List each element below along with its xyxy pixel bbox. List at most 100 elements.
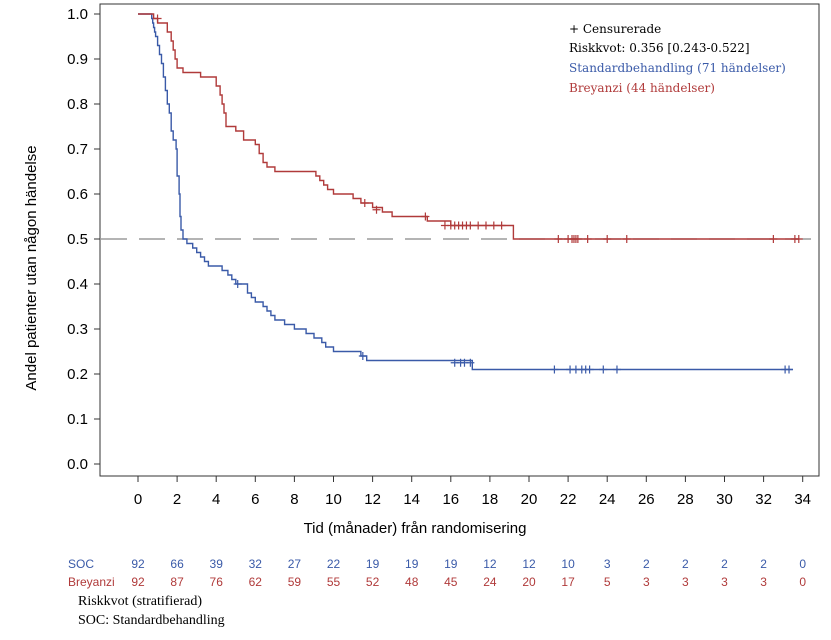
soc-censor-mark: [358, 352, 367, 360]
breyanzi-censor-mark: [554, 235, 563, 243]
risk-soc-count: 0: [799, 557, 806, 571]
x-tick-label: 2: [173, 491, 181, 508]
risk-breyanzi-count: 45: [444, 575, 458, 589]
risk-soc-count: 12: [483, 557, 497, 571]
risk-breyanzi-count: 87: [170, 575, 184, 589]
risk-breyanzi-count: 17: [561, 575, 575, 589]
plot-frame: [99, 3, 820, 477]
breyanzi-curve: [138, 13, 799, 240]
legend-soc: Standardbehandling (71 händelser): [569, 61, 786, 75]
y-axis-label: Andel patienter utan någon händelse: [23, 145, 40, 390]
risk-soc-count: 19: [444, 557, 458, 571]
x-tick-label: 24: [599, 491, 616, 508]
risk-soc-count: 27: [288, 557, 302, 571]
risk-breyanzi-count: 76: [210, 575, 224, 589]
risk-label-soc: SOC: [68, 557, 94, 571]
risk-soc-count: 66: [170, 557, 184, 571]
footnote-soc: SOC: Standardbehandling: [78, 613, 225, 628]
risk-breyanzi-count: 3: [643, 575, 650, 589]
soc-censor-mark: [466, 358, 475, 367]
risk-breyanzi-count: 5: [604, 575, 611, 589]
x-tick-label: 26: [638, 491, 655, 508]
y-tick-label: 0.2: [67, 366, 88, 383]
risk-soc-count: 10: [561, 557, 575, 571]
risk-breyanzi-count: 48: [405, 575, 419, 589]
x-tick-label: 28: [677, 491, 694, 508]
breyanzi-censor-mark: [794, 235, 803, 243]
y-tick-label: 0.5: [67, 231, 88, 248]
legend-censored: + Censurerade: [569, 22, 661, 36]
risk-soc-count: 22: [327, 557, 341, 571]
x-tick-label: 18: [482, 491, 499, 508]
risk-breyanzi-count: 20: [522, 575, 536, 589]
risk-breyanzi-count: 59: [288, 575, 302, 589]
y-tick-label: 0.0: [67, 456, 88, 473]
risk-label-breyanzi: Breyanzi: [68, 575, 115, 589]
breyanzi-censor-mark: [153, 14, 162, 23]
breyanzi-censor-mark: [583, 235, 592, 243]
breyanzi-censor-mark: [603, 235, 612, 243]
risk-soc-count: 19: [366, 557, 380, 571]
x-axis-label: Tid (månader) från randomisering: [304, 520, 527, 537]
soc-censor-mark: [585, 365, 594, 374]
survival-curves: [138, 13, 803, 374]
breyanzi-censor-mark: [474, 221, 483, 230]
risk-breyanzi-count: 92: [131, 575, 145, 589]
legend: + Censurerade Riskkvot: 0.356 [0.243-0.5…: [569, 22, 786, 95]
y-tick-label: 0.6: [67, 186, 88, 203]
breyanzi-censor-mark: [497, 221, 506, 230]
risk-soc-count: 92: [131, 557, 145, 571]
risk-breyanzi-count: 3: [682, 575, 689, 589]
breyanzi-censor-mark: [489, 221, 498, 230]
risk-breyanzi-count: 3: [721, 575, 728, 589]
x-tick-label: 10: [325, 491, 342, 508]
x-tick-label: 0: [134, 491, 142, 508]
soc-censor-mark: [233, 280, 242, 288]
x-tick-label: 16: [442, 491, 459, 508]
x-tick-label: 12: [364, 491, 381, 508]
breyanzi-censor-mark: [466, 221, 475, 230]
y-tick-label: 0.8: [67, 96, 88, 113]
risk-breyanzi-count: 52: [366, 575, 380, 589]
y-tick-label: 0.3: [67, 321, 88, 338]
risk-breyanzi-count: 55: [327, 575, 341, 589]
breyanzi-censor-mark: [372, 205, 381, 214]
y-tick-label: 1.0: [67, 6, 88, 23]
x-ticks: 0 2 4 6 8 10 12 14 16 18 20 22 24 26 28 30 32 34: [134, 476, 811, 508]
risk-soc-count: 12: [522, 557, 536, 571]
breyanzi-censor-mark: [622, 235, 631, 243]
x-tick-label: 22: [560, 491, 577, 508]
breyanzi-censor-mark: [573, 235, 582, 243]
y-ticks: 0.0 0.1 0.2 0.3 0.4 0.5 0.6 0.7 0.8 0.9 1.0: [67, 6, 100, 473]
breyanzi-censor-mark: [481, 221, 490, 230]
risk-soc-count: 2: [682, 557, 689, 571]
soc-curve: [138, 13, 793, 371]
risk-soc-count: 19: [405, 557, 419, 571]
x-tick-label: 20: [521, 491, 538, 508]
y-tick-label: 0.7: [67, 141, 88, 158]
soc-censor-mark: [599, 365, 608, 374]
footnote-hazard: Riskkvot (stratifierad): [78, 594, 203, 609]
risk-soc-count: 39: [210, 557, 224, 571]
x-tick-label: 4: [212, 491, 220, 508]
legend-breyanzi: Breyanzi (44 händelser): [569, 81, 715, 95]
risk-breyanzi-count: 3: [760, 575, 767, 589]
x-tick-label: 32: [755, 491, 772, 508]
x-tick-label: 14: [403, 491, 420, 508]
soc-censor-mark: [612, 365, 621, 374]
breyanzi-censor-mark: [421, 212, 430, 221]
risk-soc-count: 2: [643, 557, 650, 571]
soc-censor-mark: [785, 365, 794, 374]
risk-soc-count: 3: [604, 557, 611, 571]
risk-breyanzi-count: 0: [799, 575, 806, 589]
breyanzi-censor-mark: [360, 199, 369, 207]
x-tick-label: 34: [794, 491, 811, 508]
risk-table: SOC Breyanzi 929266873976326227592255195…: [68, 557, 806, 589]
y-tick-label: 0.1: [67, 411, 88, 428]
y-tick-label: 0.9: [67, 51, 88, 68]
x-tick-label: 6: [251, 491, 259, 508]
y-tick-label: 0.4: [67, 276, 88, 293]
legend-hazard: Riskkvot: 0.356 [0.243-0.522]: [569, 41, 750, 55]
breyanzi-censor-mark: [769, 235, 778, 243]
